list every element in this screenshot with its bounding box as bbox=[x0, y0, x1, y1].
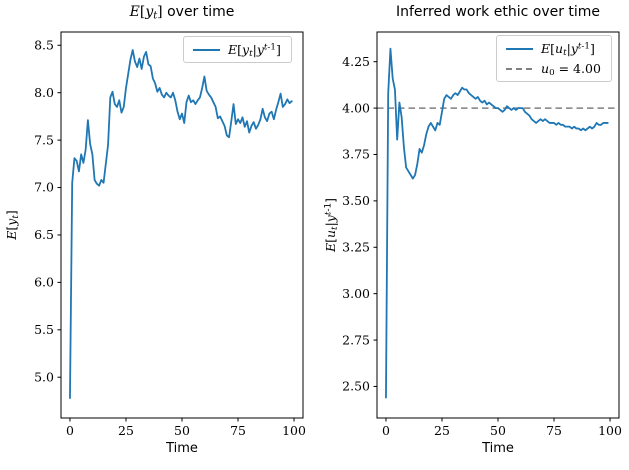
y-tick-label: 3.25 bbox=[342, 239, 370, 254]
y-tick-label: 6.5 bbox=[34, 227, 54, 242]
y-tick-label: 5.0 bbox=[34, 369, 54, 384]
right-chart-title: Inferred work ethic over time bbox=[377, 4, 619, 26]
series-line bbox=[385, 47, 609, 399]
y-tick-label: 7.5 bbox=[34, 132, 54, 147]
x-tick-label: 25 bbox=[118, 423, 134, 438]
x-tick-label: 50 bbox=[174, 423, 190, 438]
series-line bbox=[69, 49, 293, 399]
y-tick-label: 2.75 bbox=[342, 332, 370, 347]
subplot-0: 0 25 50 75 100 5.0 5.5 6.0 6.5 7.0 7.5 8.0 8.5 bbox=[34, 31, 306, 438]
x-tick-label: 25 bbox=[434, 423, 450, 438]
y-tick-label: 4.00 bbox=[342, 100, 370, 115]
legend-label: u0 = 4.00 bbox=[541, 61, 601, 79]
legend-line-swatch bbox=[193, 48, 220, 51]
y-tick-label: 8.0 bbox=[34, 85, 54, 100]
left-chart-title: E[yt] over time bbox=[61, 4, 303, 26]
legend-label: E[yt|yt-1] bbox=[228, 42, 281, 60]
x-tick-label: 100 bbox=[282, 423, 306, 438]
y-tick-label: 3.50 bbox=[342, 193, 370, 208]
left-y-axis-label: E[yt] bbox=[4, 210, 22, 240]
legend-dashed-line-swatch bbox=[506, 67, 533, 70]
y-tick-label: 3.00 bbox=[342, 286, 370, 301]
right-y-axis-label: E[ut|yt-1] bbox=[323, 197, 341, 253]
legend-entry: E[ut|yt-1] bbox=[506, 41, 601, 59]
y-tick-label: 2.50 bbox=[342, 379, 370, 394]
y-tick-label: 4.25 bbox=[342, 54, 370, 69]
legend-entry: E[yt|yt-1] bbox=[193, 42, 281, 60]
y-tick-label: 7.0 bbox=[34, 180, 54, 195]
right-chart-legend: E[ut|yt-1] u0 = 4.00 bbox=[496, 35, 612, 82]
legend-entry: u0 = 4.00 bbox=[506, 61, 601, 79]
title-text-segment: over time bbox=[162, 4, 235, 20]
legend-line-swatch bbox=[506, 47, 533, 50]
x-tick-label: 0 bbox=[382, 423, 390, 438]
axes-spines bbox=[376, 31, 620, 419]
left-x-axis-label: Time bbox=[166, 441, 198, 456]
y-tick-label: 8.5 bbox=[34, 37, 54, 52]
x-tick-label: 100 bbox=[598, 423, 622, 438]
x-tick-label: 75 bbox=[546, 423, 562, 438]
title-math-segment: E[yt] bbox=[129, 4, 163, 22]
y-tick-label: 3.75 bbox=[342, 147, 370, 162]
x-tick-label: 0 bbox=[66, 423, 74, 438]
legend-label: E[ut|yt-1] bbox=[541, 41, 595, 59]
axes-spines bbox=[60, 31, 304, 419]
subplot-1: 0 25 50 75 100 2.50 2.75 3.00 3.25 3.50 3.75 4.00 4.… bbox=[342, 31, 622, 438]
x-tick-label: 50 bbox=[490, 423, 506, 438]
right-x-axis-label: Time bbox=[482, 441, 514, 456]
title-text-segment: Inferred work ethic over time bbox=[395, 4, 601, 20]
y-tick-label: 6.0 bbox=[34, 275, 54, 290]
y-tick-label: 5.5 bbox=[34, 322, 54, 337]
left-chart-legend: E[yt|yt-1] bbox=[183, 36, 292, 63]
x-tick-label: 75 bbox=[230, 423, 246, 438]
